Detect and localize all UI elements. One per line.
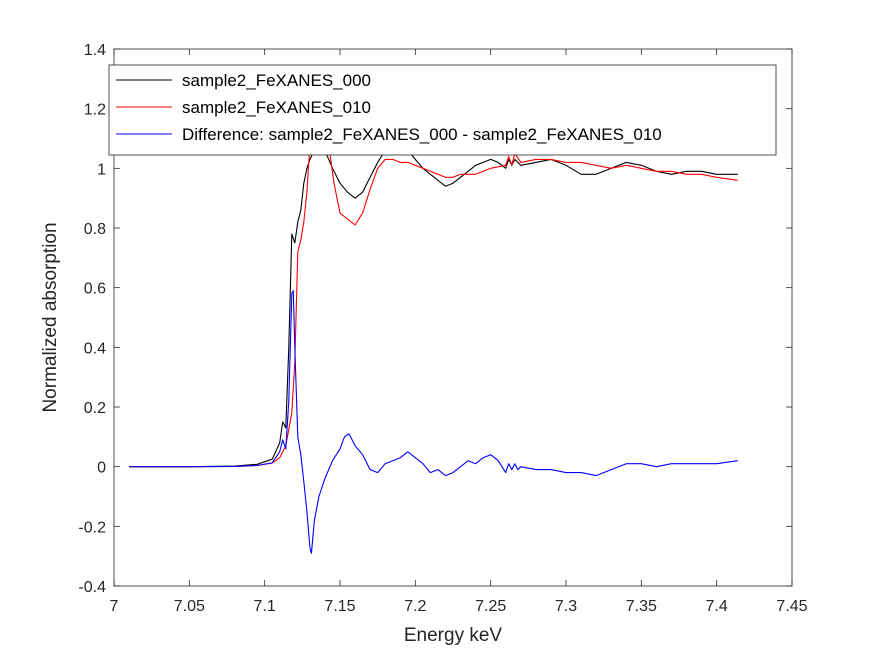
y-tick-label: 0.4	[84, 340, 106, 357]
legend-box	[108, 64, 777, 156]
series-line-2	[129, 78, 738, 468]
legend: sample2_FeXANES_000 sample2_FeXANES_010 Di…	[108, 64, 777, 156]
series-layer	[129, 78, 738, 554]
x-tick-label: 7.2	[404, 598, 426, 615]
x-tick-label: 7.3	[555, 598, 577, 615]
x-tick-label: 7.45	[776, 598, 807, 615]
legend-label-3: Difference: sample2_FeXANES_000 - sample…	[182, 125, 662, 144]
x-tick-label: 7.05	[174, 598, 205, 615]
x-tick-label: 7.25	[475, 598, 506, 615]
legend-label-2: sample2_FeXANES_010	[182, 98, 371, 117]
y-tick-label: -0.2	[78, 519, 106, 536]
ticks-layer: 7 7.05 7.1 7.15 7.2 7.25 7.3 7.35 7.4 7.45 -0.4 -0.…	[78, 42, 807, 615]
y-tick-label: 0.6	[84, 281, 106, 298]
x-tick-label: 7.35	[626, 598, 657, 615]
x-tick-label: 7.4	[706, 598, 728, 615]
axes-box	[113, 48, 793, 587]
legend-label-1: sample2_FeXANES_000	[182, 71, 371, 90]
series-line-3	[129, 290, 738, 554]
x-tick-label: 7.1	[254, 598, 276, 615]
y-tick-label: 0.8	[84, 221, 106, 238]
y-tick-label: -0.4	[78, 579, 106, 596]
y-tick-label: 1.4	[84, 42, 106, 59]
x-tick-label: 7.15	[324, 598, 355, 615]
series-line-1	[129, 137, 738, 468]
y-tick-label: 0	[97, 460, 106, 477]
x-tick-label: 7	[110, 598, 119, 615]
y-axis-label: Normalized absorption	[40, 222, 61, 412]
y-tick-label: 1.2	[84, 102, 106, 119]
y-tick-label: 0.2	[84, 400, 106, 417]
x-axis-label: Energy keV	[404, 625, 503, 646]
y-tick-label: 1	[97, 161, 106, 178]
